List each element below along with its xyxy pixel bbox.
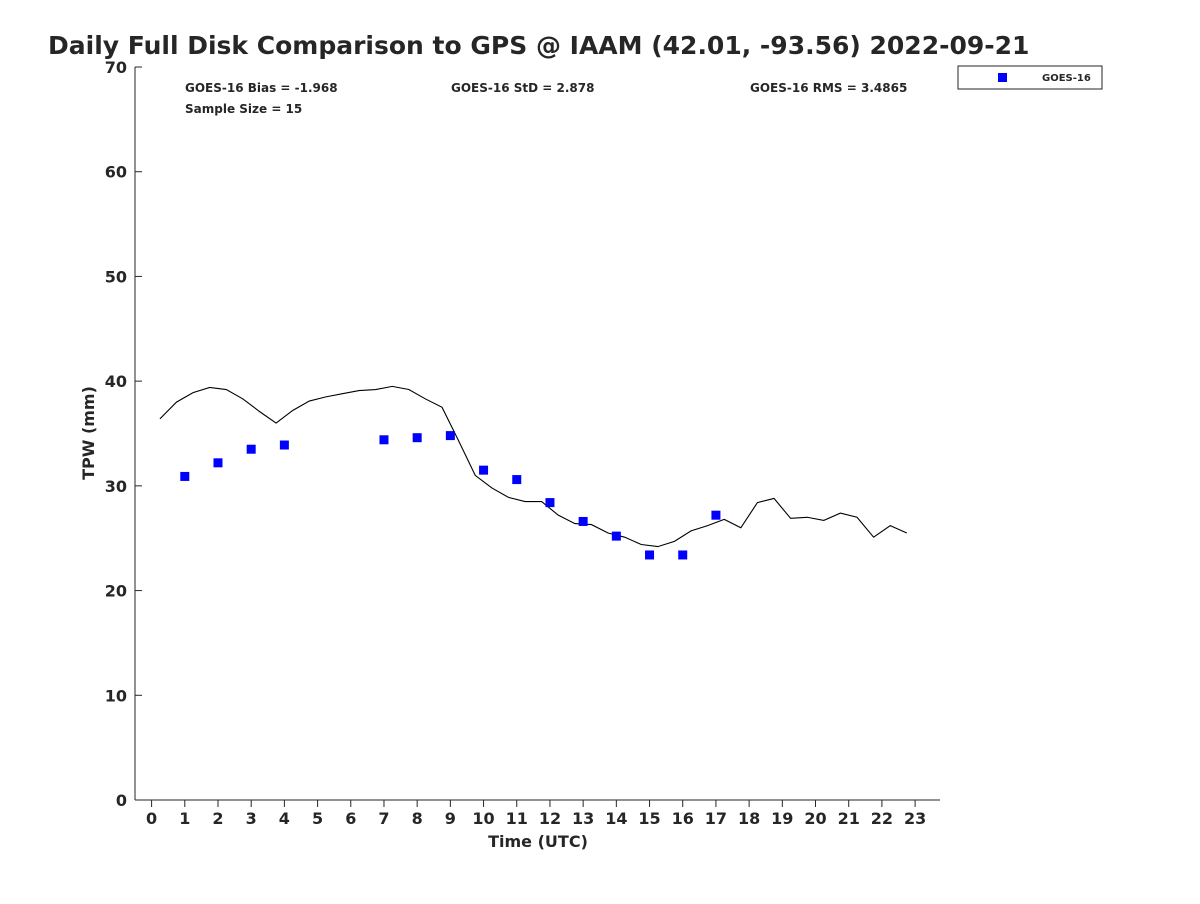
x-tick-label: 3 [246,809,257,828]
x-tick-label: 20 [804,809,826,828]
annotation-bias: GOES-16 Bias = -1.968 [185,81,338,95]
goes-16-point [512,475,522,485]
gps-series-line [159,385,908,548]
axes [134,67,940,801]
goes-16-point [445,431,455,441]
x-tick-label: 21 [838,809,860,828]
goes-16-point [545,498,555,508]
goes-16-point [578,516,588,526]
goes-16-point [479,465,489,475]
goes-16-point [645,550,655,560]
x-tick-label: 19 [771,809,793,828]
y-tick-label: 50 [105,267,127,286]
x-tick-label: 17 [705,809,727,828]
goes-16-point [711,510,721,520]
x-axis-label: Time (UTC) [488,832,588,851]
y-tick-label: 70 [105,58,127,77]
x-tick-label: 15 [638,809,660,828]
y-axis-label: TPW (mm) [79,386,98,480]
y-tick-label: 20 [105,582,127,601]
x-tick-label: 12 [539,809,561,828]
annotation-rms: GOES-16 RMS = 3.4865 [750,81,907,95]
x-tick-label: 18 [738,809,760,828]
legend-marker-goes-16 [998,73,1007,82]
x-tick-label: 0 [146,809,157,828]
goes-16-point [279,440,289,450]
legend-box [957,65,1103,90]
goes-16-point [412,433,422,443]
x-tick-label: 5 [312,809,323,828]
chart-title: Daily Full Disk Comparison to GPS @ IAAM… [48,31,1029,60]
x-tick-label: 23 [904,809,926,828]
goes-16-point [611,531,621,541]
x-tick-label: 2 [212,809,223,828]
x-tick-label: 14 [605,809,627,828]
x-tick-label: 4 [279,809,290,828]
legend: GOES-16 [957,65,1103,90]
y-tick-label: 0 [116,791,127,810]
goes-16-point [379,435,389,445]
x-tick-label: 1 [179,809,190,828]
y-tick-label: 30 [105,477,127,496]
goes-16-point [678,550,688,560]
x-tick-label: 22 [871,809,893,828]
x-tick-label: 7 [378,809,389,828]
x-tick-label: 11 [506,809,528,828]
goes-16-point [213,458,223,468]
x-tick-label: 16 [672,809,694,828]
legend-label-goes-16: GOES-16 [1042,73,1091,84]
y-tick-label: 10 [105,686,127,705]
annotation-std: GOES-16 StD = 2.878 [451,81,594,95]
x-tick-label: 6 [345,809,356,828]
goes-16-point [180,471,190,481]
goes-16-point [246,444,256,454]
x-tick-label: 10 [472,809,494,828]
x-tick-label: 13 [572,809,594,828]
annotation-sample-size: Sample Size = 15 [185,102,302,116]
x-tick-label: 8 [412,809,423,828]
y-tick-label: 40 [105,372,127,391]
y-tick-label: 60 [105,163,127,182]
x-tick-label: 9 [445,809,456,828]
